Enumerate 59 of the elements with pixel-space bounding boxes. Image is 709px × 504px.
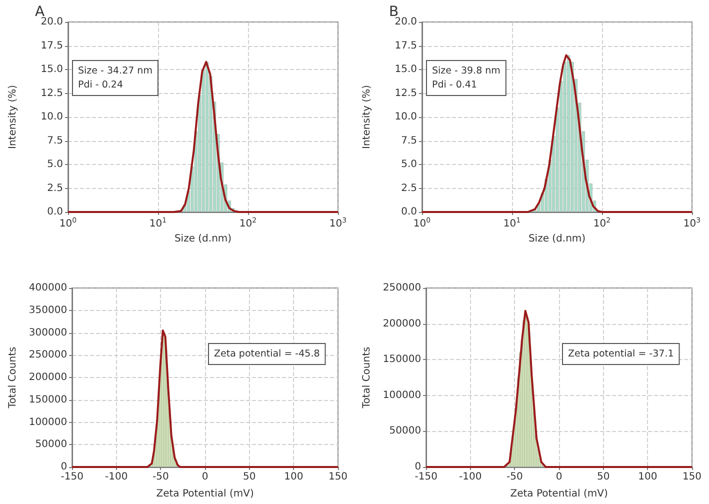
y-tick-label: 2.5 <box>401 182 417 194</box>
y-tick-label: 100000 <box>28 416 68 428</box>
x-tick-label: 150 <box>328 472 348 482</box>
y-tick-label: 200000 <box>382 318 422 330</box>
y-tick-label: 0 <box>414 462 422 472</box>
y-tick-label: 15.0 <box>40 64 63 75</box>
y-tick-label: 10.0 <box>40 112 63 122</box>
y-axis-title: Intensity (%) <box>362 84 372 150</box>
x-tick-label: 0 <box>202 472 208 482</box>
y-tick-label: 50000 <box>35 439 68 450</box>
x-axis-title: Zeta Potential (mV) <box>156 488 254 500</box>
x-tick-label: -50 <box>506 472 523 482</box>
x-tick-label: 50 <box>596 472 610 482</box>
x-tick-label: 100 <box>284 472 304 482</box>
x-axis-title: Size (d.nm) <box>528 234 586 244</box>
y-tick-label: 5.0 <box>401 159 417 170</box>
y-tick-label: 150000 <box>382 354 422 366</box>
y-tick-label: 250000 <box>382 282 422 294</box>
y-tick-label: 10.0 <box>394 112 417 122</box>
annotation: Pdi - 0.41 <box>432 80 478 90</box>
x-tick-label: -100 <box>459 472 482 482</box>
y-tick-label: 200000 <box>28 372 68 383</box>
y-tick-label: 0.0 <box>47 206 63 218</box>
y-tick-label: 15.0 <box>394 64 417 75</box>
annotation: Zeta potential = -37.1 <box>568 348 674 360</box>
x-tick-label: 0 <box>556 472 562 482</box>
y-tick-label: 17.5 <box>40 40 63 52</box>
annotation: Pdi - 0.24 <box>78 80 124 90</box>
x-tick-label: -150 <box>60 472 84 482</box>
y-tick-label: 2.5 <box>47 182 63 194</box>
x-tick-label: -50 <box>152 472 169 482</box>
x-tick-label: 150 <box>682 472 702 482</box>
y-tick-label: 7.5 <box>47 135 63 146</box>
y-tick-label: 12.5 <box>394 88 417 99</box>
y-tick-label: 50000 <box>389 426 422 437</box>
x-axis-title: Size (d.nm) <box>174 234 232 244</box>
y-tick-label: 12.5 <box>40 88 63 99</box>
annotation: Size - 39.8 nm <box>432 66 500 76</box>
y-tick-label: 300000 <box>28 327 68 338</box>
x-axis-title: Zeta Potential (mV) <box>510 488 608 500</box>
x-tick-label: 100 <box>638 472 658 482</box>
y-axis-title: Total Counts <box>362 346 372 410</box>
y-tick-label: 100000 <box>382 390 422 401</box>
y-tick-label: 7.5 <box>401 135 417 146</box>
annotation: Zeta potential = -45.8 <box>214 348 320 360</box>
y-tick-label: 0.0 <box>401 206 417 218</box>
x-tick-label: 50 <box>242 472 256 482</box>
y-tick-label: 150000 <box>28 394 68 406</box>
y-tick-label: 250000 <box>28 350 68 361</box>
annotation: Size - 34.27 nm <box>78 66 152 76</box>
x-tick-label: -150 <box>414 472 438 482</box>
y-tick-label: 350000 <box>28 304 68 316</box>
y-tick-label: 400000 <box>28 282 68 294</box>
y-axis-title: Total Counts <box>8 346 18 410</box>
y-tick-label: 5.0 <box>47 159 63 170</box>
x-tick-label: -100 <box>105 472 128 482</box>
y-axis-title: Intensity (%) <box>8 84 18 150</box>
y-tick-label: 17.5 <box>394 40 417 52</box>
y-tick-label: 0 <box>60 462 68 472</box>
